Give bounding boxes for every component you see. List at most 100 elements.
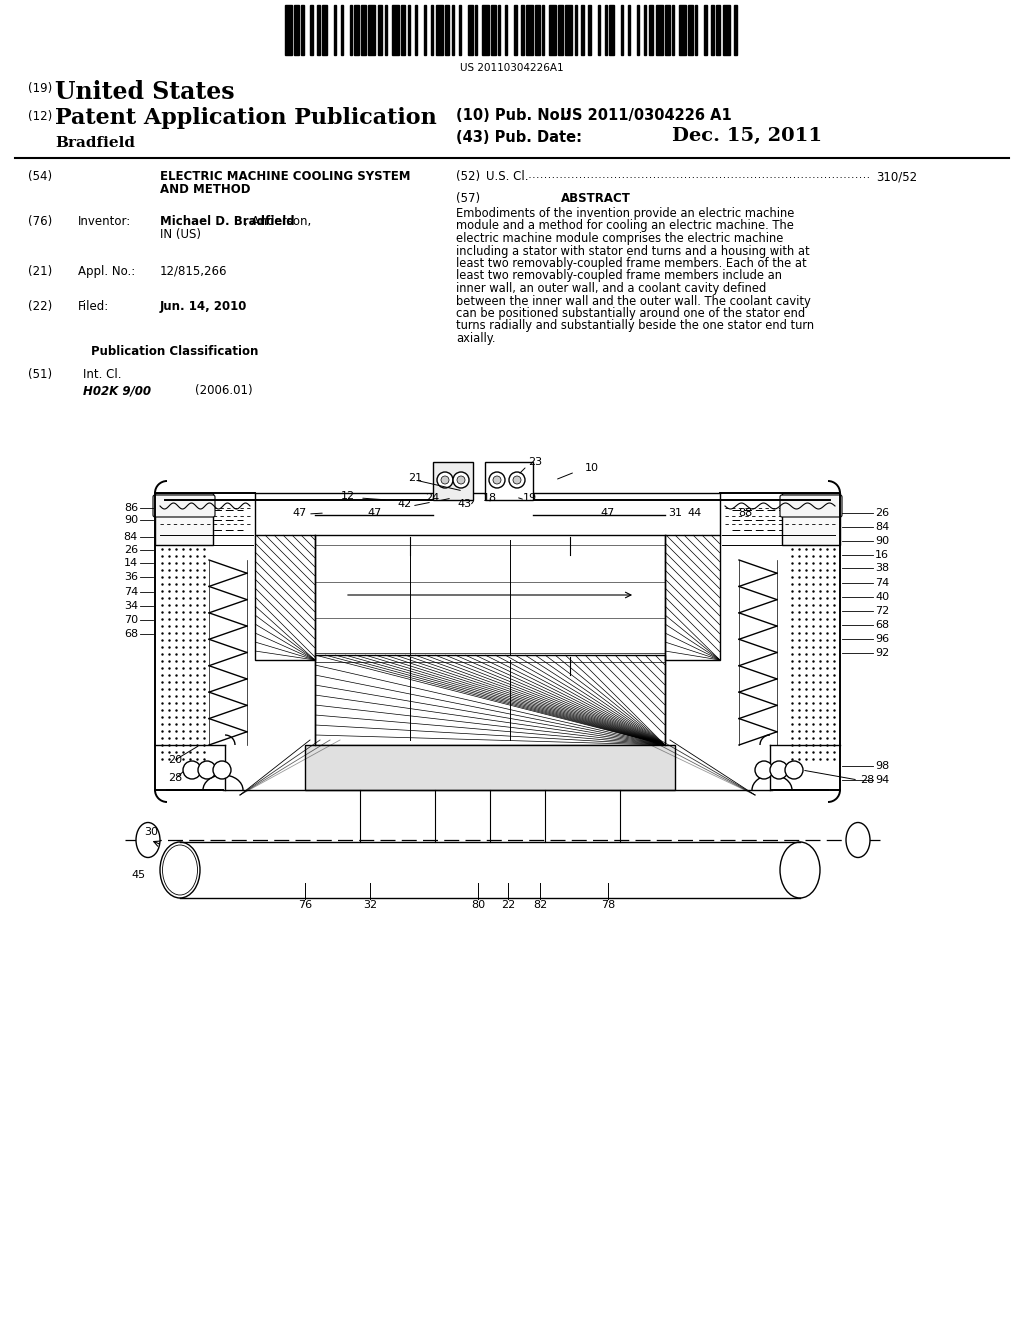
Text: (54): (54): [28, 170, 52, 183]
Bar: [305, 744, 675, 789]
Text: 47: 47: [368, 508, 382, 517]
Text: 23: 23: [528, 457, 542, 467]
Text: 68: 68: [124, 630, 138, 639]
Text: (51): (51): [28, 368, 52, 381]
Text: 84: 84: [874, 521, 889, 532]
Bar: [354, 5, 359, 55]
Bar: [514, 5, 517, 55]
Ellipse shape: [136, 822, 160, 858]
Bar: [665, 535, 720, 660]
Text: 82: 82: [532, 900, 547, 909]
Text: 84: 84: [124, 532, 138, 543]
FancyBboxPatch shape: [153, 495, 215, 517]
Text: electric machine module comprises the electric machine: electric machine module comprises the el…: [456, 232, 783, 246]
Text: ABSTRACT: ABSTRACT: [561, 191, 631, 205]
Bar: [334, 5, 336, 55]
Bar: [361, 5, 366, 55]
Text: 38: 38: [874, 564, 889, 573]
Text: Appl. No.:: Appl. No.:: [78, 265, 135, 279]
Text: 28: 28: [168, 774, 182, 783]
Bar: [734, 5, 736, 55]
Bar: [317, 5, 319, 55]
Circle shape: [785, 762, 803, 779]
Bar: [315, 655, 665, 744]
Text: Embodiments of the invention provide an electric machine: Embodiments of the invention provide an …: [456, 207, 795, 220]
Text: AND METHOD: AND METHOD: [160, 183, 251, 195]
Text: 88: 88: [738, 508, 752, 517]
Circle shape: [489, 473, 505, 488]
Text: least two removably-coupled frame members include an: least two removably-coupled frame member…: [456, 269, 782, 282]
Text: including a stator with stator end turns and a housing with at: including a stator with stator end turns…: [456, 244, 810, 257]
Bar: [604, 5, 607, 55]
Bar: [723, 5, 730, 55]
Bar: [433, 462, 473, 500]
Text: Filed:: Filed:: [78, 300, 110, 313]
Text: Dec. 15, 2011: Dec. 15, 2011: [672, 127, 822, 145]
Bar: [424, 5, 426, 55]
Text: 76: 76: [298, 900, 312, 909]
Text: 68: 68: [874, 620, 889, 630]
Ellipse shape: [160, 842, 200, 898]
Text: (12): (12): [28, 110, 52, 123]
Text: 21: 21: [408, 473, 422, 483]
Text: 310/52: 310/52: [876, 170, 918, 183]
Bar: [609, 5, 614, 55]
Circle shape: [770, 762, 788, 779]
Text: U.S. Cl.: U.S. Cl.: [486, 170, 528, 183]
FancyBboxPatch shape: [780, 495, 842, 517]
Bar: [435, 5, 442, 55]
Text: (43) Pub. Date:: (43) Pub. Date:: [456, 129, 582, 145]
Bar: [598, 5, 600, 55]
Text: module and a method for cooling an electric machine. The: module and a method for cooling an elect…: [456, 219, 794, 232]
Text: (19): (19): [28, 82, 52, 95]
Text: 90: 90: [874, 536, 889, 546]
FancyBboxPatch shape: [782, 492, 840, 545]
Bar: [391, 5, 398, 55]
Text: between the inner wall and the outer wall. The coolant cavity: between the inner wall and the outer wal…: [456, 294, 811, 308]
FancyBboxPatch shape: [155, 492, 213, 545]
Bar: [712, 5, 714, 55]
Text: 26: 26: [874, 508, 889, 517]
Text: 45: 45: [131, 870, 145, 880]
Text: 12: 12: [341, 491, 355, 502]
Text: 20: 20: [168, 755, 182, 766]
Text: (76): (76): [28, 215, 52, 228]
Text: , Anderson,: , Anderson,: [244, 215, 311, 228]
Text: 14: 14: [124, 558, 138, 568]
Text: inner wall, an outer wall, and a coolant cavity defined: inner wall, an outer wall, and a coolant…: [456, 282, 766, 294]
Text: 70: 70: [124, 615, 138, 624]
Bar: [688, 5, 692, 55]
Bar: [301, 5, 303, 55]
Text: 12/815,266: 12/815,266: [160, 265, 227, 279]
Circle shape: [441, 477, 449, 484]
Bar: [294, 5, 299, 55]
Text: 90: 90: [124, 515, 138, 525]
Bar: [637, 5, 639, 55]
Circle shape: [513, 477, 521, 484]
Bar: [644, 5, 646, 55]
Text: Bradfield: Bradfield: [55, 136, 135, 150]
Bar: [521, 5, 523, 55]
Bar: [452, 5, 454, 55]
Text: 94: 94: [874, 775, 889, 785]
Bar: [378, 5, 382, 55]
Text: Inventor:: Inventor:: [78, 215, 131, 228]
Bar: [665, 5, 670, 55]
Text: (52): (52): [456, 170, 480, 183]
Bar: [475, 5, 477, 55]
Text: 10: 10: [585, 463, 599, 473]
Bar: [565, 5, 572, 55]
Bar: [582, 5, 584, 55]
Circle shape: [198, 762, 216, 779]
Text: 72: 72: [874, 606, 889, 616]
Circle shape: [453, 473, 469, 488]
Bar: [628, 5, 630, 55]
Text: 16: 16: [874, 550, 889, 560]
Circle shape: [509, 473, 525, 488]
Text: 47: 47: [601, 508, 615, 517]
Text: 43: 43: [458, 499, 472, 510]
Bar: [369, 5, 376, 55]
Bar: [341, 5, 343, 55]
Text: 30: 30: [144, 828, 158, 837]
Bar: [431, 5, 433, 55]
